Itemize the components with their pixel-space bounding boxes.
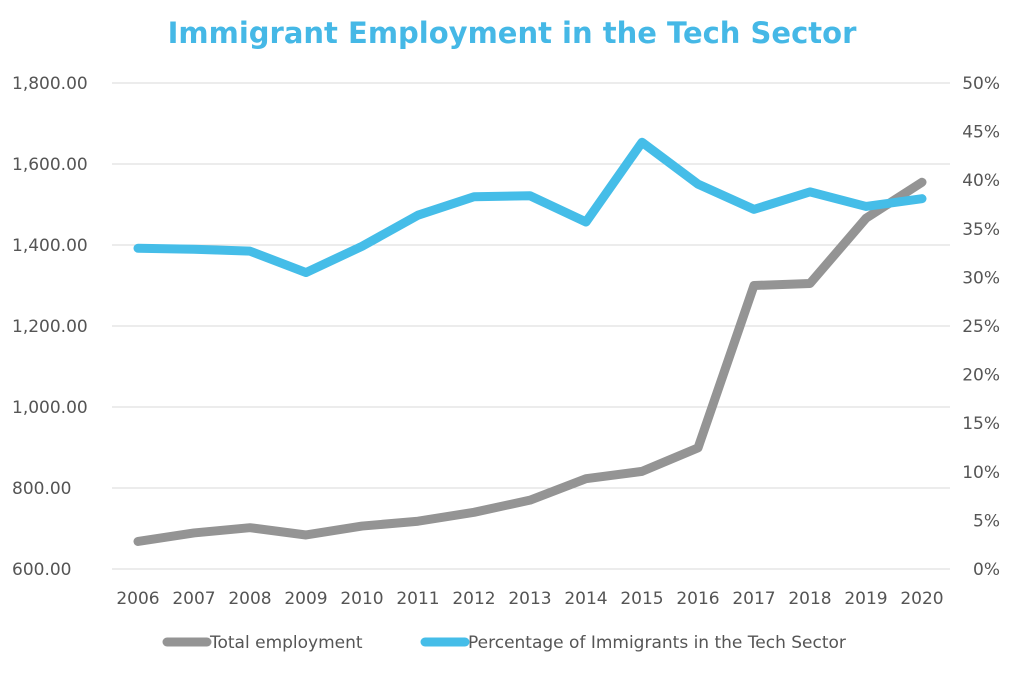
x-tick-label: 2019 [844, 589, 887, 609]
left-tick-label: 1,800.00 [12, 74, 88, 94]
right-axis: 0% 5% 10% 15% 20% 25% 30% 35% 40% 45% 50% [962, 74, 1000, 580]
x-tick-label: 2014 [564, 589, 607, 609]
right-tick-label: 10% [962, 463, 1000, 483]
right-tick-label: 35% [962, 220, 1000, 240]
right-tick-label: 50% [962, 74, 1000, 94]
x-tick-label: 2006 [116, 589, 159, 609]
right-tick-label: 40% [962, 171, 1000, 191]
legend-label: Percentage of Immigrants in the Tech Sec… [468, 633, 846, 653]
x-tick-label: 2007 [172, 589, 215, 609]
x-tick-label: 2009 [284, 589, 327, 609]
legend-label: Total employment [209, 633, 363, 653]
left-tick-label: 1,400.00 [12, 236, 88, 256]
left-tick-label: 1,000.00 [12, 398, 88, 418]
x-tick-label: 2016 [676, 589, 719, 609]
gridlines [112, 82, 950, 570]
series-line-immigrant-percentage [133, 137, 927, 278]
right-tick-label: 25% [962, 317, 1000, 337]
x-tick-label: 2017 [732, 589, 775, 609]
right-tick-label: 30% [962, 268, 1000, 288]
right-tick-label: 45% [962, 123, 1000, 143]
x-axis: 2006 2007 2008 2009 2010 2011 2012 2013 2014 2015… [116, 589, 943, 609]
x-tick-label: 2010 [340, 589, 383, 609]
x-tick-label: 2012 [452, 589, 495, 609]
left-axis: 600.00 800.00 1,000.00 1,200.00 1,400.00 1,60… [12, 74, 88, 580]
right-tick-label: 5% [973, 511, 1000, 531]
right-tick-label: 0% [973, 560, 1000, 580]
left-tick-label: 1,200.00 [12, 317, 88, 337]
legend: Total employment Percentage of Immigrants… [162, 633, 846, 653]
right-tick-label: 20% [962, 366, 1000, 386]
series-lines [133, 137, 927, 546]
left-tick-label: 800.00 [12, 479, 71, 499]
x-tick-label: 2015 [620, 589, 663, 609]
left-tick-label: 1,600.00 [12, 155, 88, 175]
right-tick-label: 15% [962, 414, 1000, 434]
x-tick-label: 2020 [900, 589, 943, 609]
chart-title: Immigrant Employment in the Tech Sector [167, 16, 857, 50]
x-tick-label: 2008 [228, 589, 271, 609]
left-tick-label: 600.00 [12, 560, 71, 580]
x-tick-label: 2013 [508, 589, 551, 609]
x-tick-label: 2011 [396, 589, 439, 609]
x-tick-label: 2018 [788, 589, 831, 609]
